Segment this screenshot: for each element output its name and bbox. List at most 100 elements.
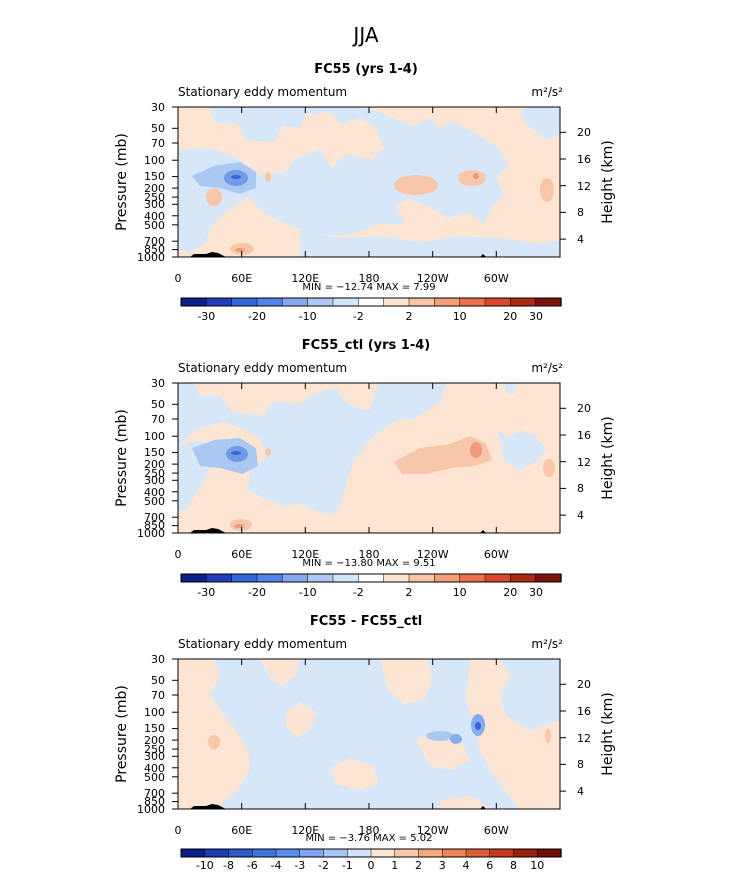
colorbar-swatch [180, 848, 206, 858]
colorbar-label: 30 [529, 310, 543, 323]
y-tick-label: 400 [144, 486, 165, 499]
colorbar-label: 6 [486, 859, 493, 872]
positive-core [234, 524, 244, 528]
panel-units: m²/s² [531, 637, 563, 651]
colorbar-swatch [323, 848, 348, 858]
x-tick-label: 60W [484, 272, 509, 285]
longitude-tick-labels: 0 60E 120E 180 120W 60W [175, 824, 509, 837]
colorbar-label: -8 [223, 859, 234, 872]
colorbar-label: -20 [248, 310, 266, 323]
x-tick-label: 60W [484, 824, 509, 837]
colorbar-swatch [408, 573, 435, 583]
panel-title: FC55 - FC55_ctl [310, 614, 422, 629]
pressure-tick-labels: 30 50 70 100 150 200 250 300 400 500 700… [137, 377, 165, 540]
colorbar-swatch [383, 573, 410, 583]
colorbar-swatch [231, 573, 258, 583]
colorbar-swatch [358, 573, 385, 583]
negative-core [231, 175, 241, 179]
y-tick-label: 500 [144, 771, 165, 784]
colorbar-labels: -30 -20 -10 -2 2 10 20 30 [197, 310, 543, 323]
colorbar-swatch [418, 848, 443, 858]
colorbar-label: 1 [391, 859, 398, 872]
y-tick-label: 100 [144, 706, 165, 719]
colorbar-swatch [535, 573, 562, 583]
y-tick-label: 1000 [137, 803, 165, 816]
colorbar-label: 30 [529, 586, 543, 599]
colorbar-label: -10 [299, 586, 317, 599]
x-tick-label: 120E [291, 824, 319, 837]
colorbar-swatch [408, 297, 435, 307]
colorbar-swatch [275, 848, 301, 858]
y-tick-label: 150 [144, 446, 165, 459]
x-tick-label: 0 [175, 824, 182, 837]
topography [480, 530, 486, 533]
x-tick-label: 180 [359, 548, 380, 561]
height-tick-label: 16 [577, 429, 591, 442]
y-tick-label: 400 [144, 210, 165, 223]
colorbar-label: 2 [406, 586, 413, 599]
x-tick-label: 120W [417, 824, 449, 837]
panel-subtitle: Stationary eddy momentum [178, 361, 347, 375]
panel-3: FC55 - FC55_ctl Stationary eddy momentum… [114, 614, 616, 872]
colorbar-label: -10 [299, 310, 317, 323]
height-tick-label: 8 [577, 482, 584, 495]
y-tick-label: 100 [144, 430, 165, 443]
axis-ticks [172, 382, 566, 534]
colorbar-swatch [282, 297, 309, 307]
colorbar-frame [180, 297, 562, 307]
colorbar-frame [180, 573, 562, 583]
colorbar-label: 20 [503, 586, 517, 599]
colorbar-label: 10 [453, 310, 467, 323]
colorbar-swatch [282, 573, 309, 583]
figure-title: JJA [351, 23, 378, 47]
positive-region [330, 758, 378, 790]
colorbar-swatch [252, 848, 277, 858]
y-tick-label: 250 [144, 743, 165, 756]
colorbar-label: -2 [353, 586, 364, 599]
positive-region [286, 702, 316, 738]
colorbar-swatch [394, 848, 420, 858]
height-tick-labels: 20 16 12 8 4 [577, 126, 591, 246]
y-tick-label: 700 [144, 235, 165, 248]
panel-units: m²/s² [531, 361, 563, 375]
colorbar-label: -2 [318, 859, 329, 872]
negative-region [426, 731, 454, 741]
positive-core [208, 735, 220, 749]
y-tick-label: 850 [144, 243, 165, 256]
y-tick-label: 850 [144, 795, 165, 808]
colorbar-swatch [307, 297, 334, 307]
negative-region [498, 430, 546, 470]
y-axis-label: Pressure (mb) [114, 133, 130, 231]
colorbar-labels: -30 -20 -10 -2 2 10 20 30 [197, 586, 543, 599]
height-tick-label: 4 [577, 509, 584, 522]
colorbar-swatch [307, 573, 334, 583]
colorbar-swatch [256, 297, 283, 307]
height-tick-label: 12 [577, 456, 591, 469]
colorbar-label: 2 [415, 859, 422, 872]
colorbar-swatch [459, 297, 486, 307]
topography [190, 528, 226, 533]
height-tick-label: 20 [577, 126, 591, 139]
colorbar-swatch [465, 848, 491, 858]
colorbar-label: -30 [197, 586, 215, 599]
positive-region [265, 172, 271, 182]
negative-core [231, 451, 241, 455]
y-tick-label: 50 [151, 674, 165, 687]
positive-core [473, 173, 479, 179]
colorbar-swatch [535, 297, 562, 307]
colorbar-swatch [537, 848, 562, 858]
y-tick-label: 1000 [137, 251, 165, 264]
y-tick-label: 500 [144, 219, 165, 232]
panel-title: FC55 (yrs 1-4) [314, 62, 418, 77]
colorbar-swatch [204, 848, 230, 858]
y-tick-label: 70 [151, 137, 165, 150]
positive-region [265, 448, 271, 456]
positive-core [470, 442, 482, 458]
colorbar-label: 20 [503, 310, 517, 323]
pressure-tick-labels: 30 50 70 100 150 200 250 300 400 500 700… [137, 101, 165, 264]
colorbar-swatch [383, 297, 410, 307]
y-axis-label-right: Height (km) [600, 692, 616, 775]
y-axis-label: Pressure (mb) [114, 409, 130, 507]
colorbar-swatch [299, 848, 325, 858]
